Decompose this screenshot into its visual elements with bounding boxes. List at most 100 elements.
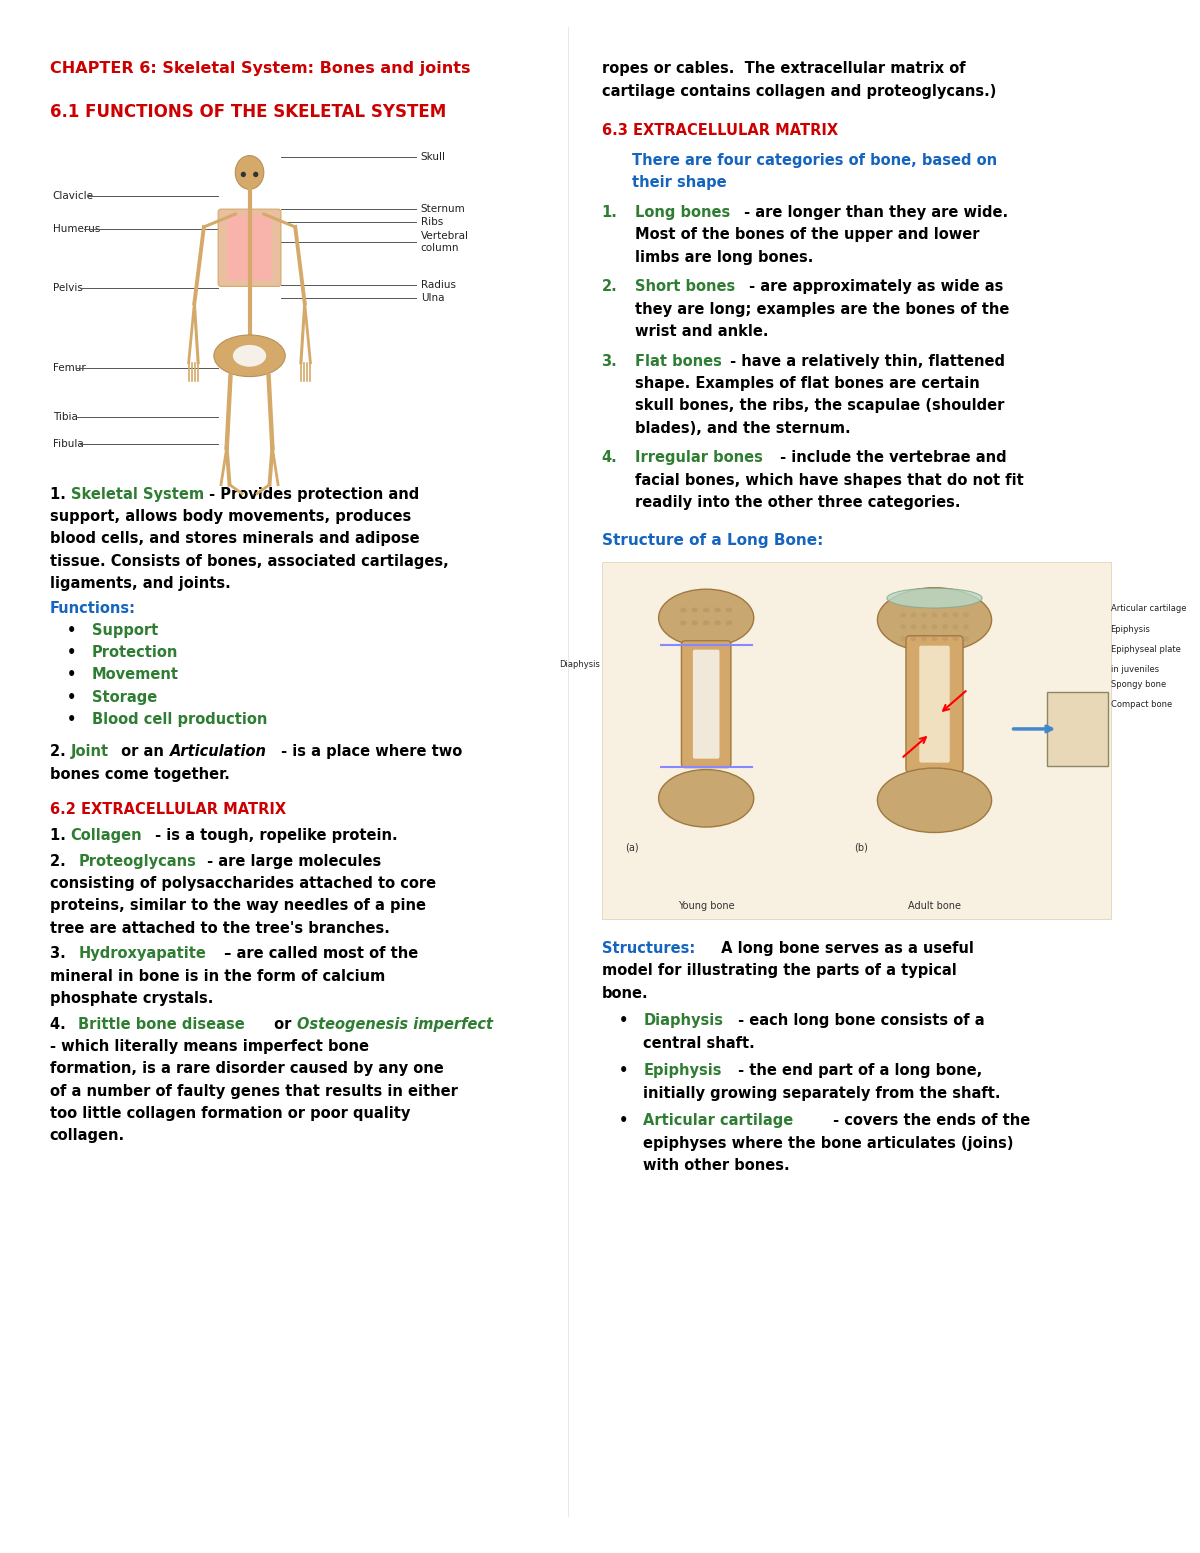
Text: Joint: Joint [71,744,109,759]
Text: Protection: Protection [91,644,178,660]
Text: formation, is a rare disorder caused by any one: formation, is a rare disorder caused by … [49,1061,444,1076]
Ellipse shape [900,612,906,618]
Ellipse shape [911,612,917,618]
Text: 4.: 4. [49,1017,76,1031]
Text: - the end part of a long bone,: - the end part of a long bone, [733,1064,982,1078]
Text: blades), and the sternum.: blades), and the sternum. [635,421,851,436]
Ellipse shape [922,637,926,641]
Text: 1.: 1. [49,486,71,502]
Text: Humerus: Humerus [53,224,100,235]
Text: - each long bone consists of a: - each long bone consists of a [733,1014,984,1028]
Text: •: • [67,644,77,660]
Text: Functions:: Functions: [49,601,136,615]
Text: tissue. Consists of bones, associated cartilages,: tissue. Consists of bones, associated ca… [49,553,449,568]
Text: Flat bones: Flat bones [635,354,721,368]
Ellipse shape [877,769,991,832]
Text: CHAPTER 6: Skeletal System: Bones and joints: CHAPTER 6: Skeletal System: Bones and jo… [49,62,470,76]
Text: - is a tough, ropelike protein.: - is a tough, ropelike protein. [150,828,397,843]
Text: Most of the bones of the upper and lower: Most of the bones of the upper and lower [635,227,979,242]
Text: tree are attached to the tree's branches.: tree are attached to the tree's branches… [49,921,390,936]
Text: Adult bone: Adult bone [908,901,961,912]
Text: (a): (a) [625,843,638,853]
Text: Structure of a Long Bone:: Structure of a Long Bone: [601,533,823,548]
Text: •: • [67,713,77,727]
Ellipse shape [922,624,926,629]
Text: 6.1 FUNCTIONS OF THE SKELETAL SYSTEM: 6.1 FUNCTIONS OF THE SKELETAL SYSTEM [49,102,446,121]
Ellipse shape [942,612,948,618]
Text: 1.: 1. [601,205,618,221]
Ellipse shape [877,587,991,652]
Text: collagen.: collagen. [49,1129,125,1143]
Text: model for illustrating the parts of a typical: model for illustrating the parts of a ty… [601,963,956,978]
Text: Ribs: Ribs [421,217,443,227]
Text: Osteogenesis imperfect: Osteogenesis imperfect [298,1017,493,1031]
Text: consisting of polysaccharides attached to core: consisting of polysaccharides attached t… [49,876,436,891]
FancyBboxPatch shape [682,641,731,767]
Text: Epiphysis: Epiphysis [643,1064,722,1078]
Text: Spongy bone: Spongy bone [1110,680,1165,690]
Text: - are large molecules: - are large molecules [202,854,382,868]
Text: Skeletal System: Skeletal System [71,486,204,502]
Ellipse shape [680,620,686,626]
Text: support, allows body movements, produces: support, allows body movements, produces [49,509,412,523]
Ellipse shape [900,637,906,641]
Text: ropes or cables.  The extracellular matrix of: ropes or cables. The extracellular matri… [601,62,965,76]
Text: - covers the ends of the: - covers the ends of the [828,1114,1031,1129]
Ellipse shape [726,620,732,626]
Text: too little collagen formation or poor quality: too little collagen formation or poor qu… [49,1106,410,1121]
Text: •: • [619,1064,628,1078]
Ellipse shape [714,620,721,626]
Text: •: • [67,668,77,682]
Text: Irregular bones: Irregular bones [635,450,763,466]
Ellipse shape [964,612,968,618]
Ellipse shape [703,620,709,626]
Ellipse shape [726,607,732,612]
FancyBboxPatch shape [218,210,281,286]
Ellipse shape [964,637,968,641]
Text: - include the vertebrae and: - include the vertebrae and [775,450,1007,466]
Text: Epiphysis: Epiphysis [1110,626,1151,634]
Text: of a number of faulty genes that results in either: of a number of faulty genes that results… [49,1084,457,1098]
Text: - Provides protection and: - Provides protection and [204,486,419,502]
Text: Epiphyseal plate: Epiphyseal plate [1110,644,1181,654]
Text: Skull: Skull [421,152,445,162]
Text: 4.: 4. [601,450,617,466]
Text: 2.: 2. [49,744,71,759]
Text: Articular cartilage: Articular cartilage [1110,604,1186,612]
Text: - which literally means imperfect bone: - which literally means imperfect bone [49,1039,368,1054]
Ellipse shape [691,620,698,626]
Ellipse shape [900,624,906,629]
Text: mineral in bone is in the form of calcium: mineral in bone is in the form of calciu… [49,969,385,983]
FancyBboxPatch shape [919,646,949,763]
Text: Blood cell production: Blood cell production [91,713,266,727]
Ellipse shape [235,155,264,189]
Text: Clavicle: Clavicle [53,191,94,202]
Text: •: • [67,690,77,705]
Text: ligaments, and joints.: ligaments, and joints. [49,576,230,590]
Ellipse shape [964,624,968,629]
FancyBboxPatch shape [906,635,964,772]
Text: readily into the other three categories.: readily into the other three categories. [635,495,960,509]
Text: wrist and ankle.: wrist and ankle. [635,325,768,339]
Text: limbs are long bones.: limbs are long bones. [635,250,814,264]
Ellipse shape [214,335,286,377]
Ellipse shape [253,172,258,177]
Text: 6.2 EXTRACELLULAR MATRIX: 6.2 EXTRACELLULAR MATRIX [49,803,286,817]
Text: central shaft.: central shaft. [643,1036,755,1051]
Text: Articulation: Articulation [169,744,266,759]
Text: or an: or an [116,744,169,759]
Text: A long bone serves as a useful: A long bone serves as a useful [715,941,973,957]
Ellipse shape [931,624,937,629]
Text: •: • [619,1014,628,1028]
Text: facial bones, which have shapes that do not fit: facial bones, which have shapes that do … [635,472,1024,488]
Text: - have a relatively thin, flattened: - have a relatively thin, flattened [725,354,1006,368]
Text: Vertebral
column: Vertebral column [421,231,469,253]
Text: Ulna: Ulna [421,294,444,303]
Ellipse shape [691,607,698,612]
Text: Movement: Movement [91,668,179,682]
Ellipse shape [887,589,982,609]
Ellipse shape [233,345,266,367]
Ellipse shape [922,612,926,618]
Text: 3.: 3. [601,354,617,368]
FancyBboxPatch shape [1046,693,1108,766]
